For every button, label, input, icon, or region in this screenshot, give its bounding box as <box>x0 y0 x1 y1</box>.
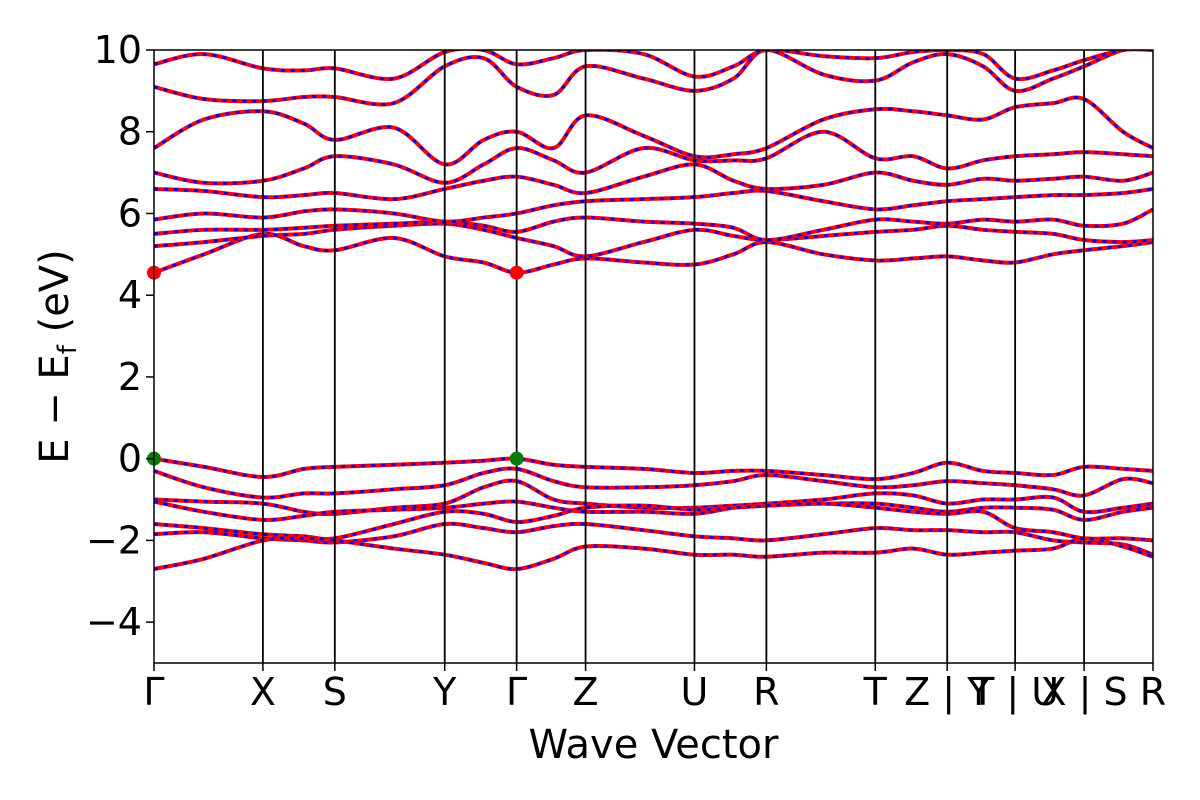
y-tick-label-6: 8 <box>118 110 142 154</box>
band-edge-markers <box>147 265 524 466</box>
band-overlay-line-6 <box>154 536 1153 571</box>
plot-frame <box>153 49 1154 664</box>
band-overlay-line-0 <box>154 457 1153 481</box>
y-tick-label-3: 2 <box>118 355 142 399</box>
x-tick-label-12: R <box>1140 670 1166 714</box>
x-tick-label-1: X <box>250 670 276 714</box>
x-tick-label-11: X | S <box>1041 670 1128 715</box>
y-tick-label-5: 6 <box>118 191 142 235</box>
y-tick-label-2: 0 <box>118 437 142 481</box>
bands-layer <box>154 50 1153 572</box>
x-tick-label-9: Z | Y <box>904 670 991 715</box>
band-overlay-line-15 <box>154 50 1153 81</box>
y-axis-label-unit: (eV) <box>32 249 78 345</box>
band-line-6 <box>154 536 1153 572</box>
x-tick-label-0: Γ <box>143 670 164 714</box>
k-point-lines <box>261 50 1085 663</box>
vbm-marker-1 <box>509 451 524 466</box>
x-tick-label-7: R <box>753 670 779 714</box>
x-tick-label-8: T <box>863 670 888 714</box>
x-axis-label: Wave Vector <box>529 722 780 768</box>
y-tick-label-7: 10 <box>94 28 142 72</box>
x-tick-label-4: Γ <box>506 670 527 714</box>
x-tick-label-5: Z <box>573 670 599 714</box>
y-axis-label: E − Ef (eV) <box>32 249 83 464</box>
y-axis-ticks: −4 −2 0 2 4 6 8 10 <box>86 28 154 644</box>
band-line-13 <box>154 95 1153 167</box>
y-tick-label-1: −2 <box>86 518 142 562</box>
y-axis-label-main: E − E <box>32 354 78 464</box>
x-tick-label-6: U <box>681 670 709 714</box>
x-tick-label-10: T | U <box>970 670 1059 715</box>
y-tick-label-0: −4 <box>86 600 142 644</box>
y-tick-label-4: 4 <box>118 273 142 317</box>
x-tick-label-3: Y <box>432 670 457 714</box>
band-overlay-line-13 <box>154 95 1153 166</box>
band-line-15 <box>154 50 1153 82</box>
cbm-marker-1 <box>509 265 524 280</box>
x-tick-label-2: S <box>323 670 347 714</box>
y-axis-label-subscript: f <box>53 344 83 354</box>
